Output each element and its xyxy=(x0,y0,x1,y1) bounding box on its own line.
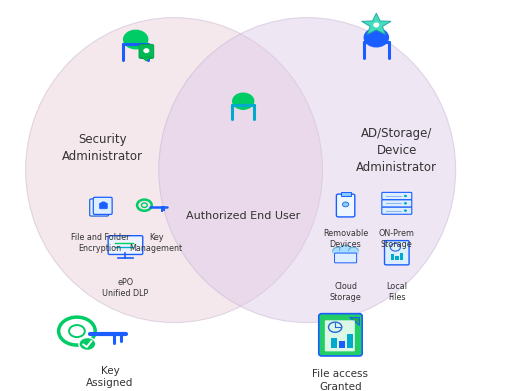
Circle shape xyxy=(404,210,407,212)
FancyBboxPatch shape xyxy=(382,200,412,207)
FancyBboxPatch shape xyxy=(139,44,154,59)
Circle shape xyxy=(339,245,352,255)
Circle shape xyxy=(144,49,148,52)
FancyBboxPatch shape xyxy=(93,197,112,214)
FancyBboxPatch shape xyxy=(336,194,355,217)
Ellipse shape xyxy=(159,18,456,323)
Circle shape xyxy=(404,195,407,197)
Text: AD/Storage/
Device
Administrator: AD/Storage/ Device Administrator xyxy=(356,127,437,174)
Polygon shape xyxy=(141,57,152,61)
Ellipse shape xyxy=(26,18,323,323)
Bar xyxy=(340,192,351,196)
Bar xyxy=(395,256,398,260)
Text: Security
Administrator: Security Administrator xyxy=(62,133,143,163)
Text: File and Folder
Encryption: File and Folder Encryption xyxy=(71,233,129,253)
Text: Authorized End User: Authorized End User xyxy=(186,211,301,221)
Text: ON-Prem
Storage: ON-Prem Storage xyxy=(379,229,415,249)
Circle shape xyxy=(364,29,389,47)
FancyBboxPatch shape xyxy=(319,314,362,356)
Circle shape xyxy=(233,93,253,109)
FancyBboxPatch shape xyxy=(382,207,412,214)
FancyBboxPatch shape xyxy=(325,320,355,352)
Circle shape xyxy=(404,202,407,204)
FancyBboxPatch shape xyxy=(382,192,412,200)
Circle shape xyxy=(79,337,96,350)
Polygon shape xyxy=(349,317,359,325)
FancyBboxPatch shape xyxy=(99,203,108,209)
Text: Local
Files: Local Files xyxy=(386,282,408,301)
Circle shape xyxy=(343,202,349,207)
Text: Key
Assigned: Key Assigned xyxy=(87,366,134,388)
FancyBboxPatch shape xyxy=(90,199,109,216)
Bar xyxy=(333,251,358,254)
FancyBboxPatch shape xyxy=(334,253,357,263)
Bar xyxy=(347,334,353,348)
Polygon shape xyxy=(361,13,391,34)
Text: Cloud
Storage: Cloud Storage xyxy=(330,282,361,301)
Circle shape xyxy=(333,247,343,255)
Bar xyxy=(339,341,345,348)
Bar xyxy=(400,253,403,260)
FancyBboxPatch shape xyxy=(108,236,143,255)
Circle shape xyxy=(123,30,148,49)
Text: File access
Granted: File access Granted xyxy=(312,369,369,391)
Circle shape xyxy=(349,247,358,255)
FancyBboxPatch shape xyxy=(385,240,409,265)
Text: Key
Management: Key Management xyxy=(130,233,183,253)
Bar xyxy=(331,338,337,348)
Text: ePO
Unified DLP: ePO Unified DLP xyxy=(102,278,148,298)
Bar xyxy=(391,255,394,260)
Circle shape xyxy=(374,23,378,27)
Text: Removable
Devices: Removable Devices xyxy=(323,229,368,249)
